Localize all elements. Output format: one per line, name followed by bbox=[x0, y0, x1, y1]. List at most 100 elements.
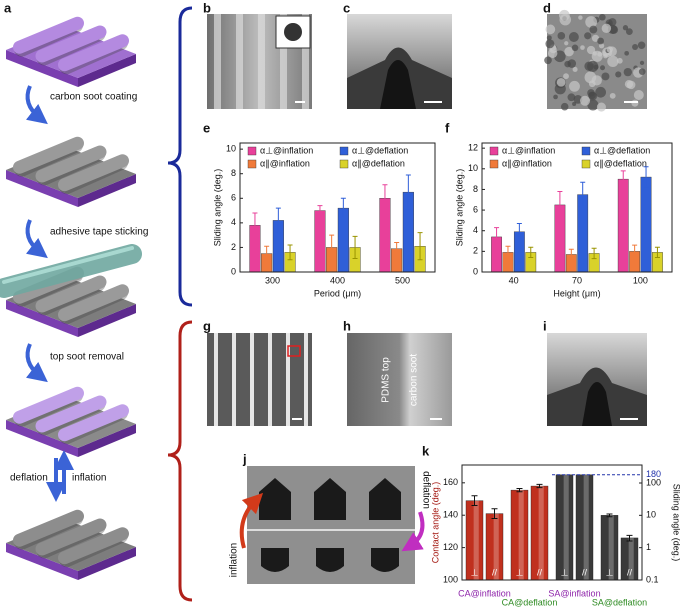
tape bbox=[0, 244, 142, 298]
slab-front bbox=[6, 170, 78, 207]
slab-front bbox=[6, 420, 78, 457]
error-bar bbox=[471, 495, 478, 506]
arrow bbox=[25, 219, 48, 259]
x-tick-label: 400 bbox=[330, 275, 345, 285]
x-axis-label: Period (μm) bbox=[314, 288, 361, 298]
grain bbox=[572, 66, 578, 72]
inset bbox=[275, 15, 311, 49]
grain bbox=[586, 45, 596, 55]
error-bar bbox=[557, 191, 563, 219]
ridge bbox=[58, 527, 129, 565]
panel-label: i bbox=[543, 318, 547, 333]
legend-swatch bbox=[489, 146, 499, 156]
grain bbox=[569, 80, 580, 92]
y-tick-label: 10 bbox=[226, 144, 236, 154]
legend-label: α∥@deflation bbox=[594, 158, 647, 168]
panel-label: a bbox=[4, 0, 12, 15]
grain bbox=[568, 32, 579, 42]
grain bbox=[587, 99, 599, 111]
bar-label: // bbox=[582, 567, 588, 577]
grain bbox=[609, 92, 616, 99]
legend-label: α⊥@deflation bbox=[352, 145, 408, 155]
error-bar bbox=[494, 227, 500, 247]
tape-edge bbox=[2, 246, 134, 284]
stripe bbox=[280, 14, 287, 109]
grain bbox=[633, 90, 644, 101]
grain bbox=[544, 56, 552, 65]
grain bbox=[584, 32, 592, 40]
error-bar bbox=[264, 245, 270, 262]
legend-swatch bbox=[581, 146, 591, 156]
sem-texture bbox=[214, 14, 309, 109]
reference-label: 180 bbox=[646, 469, 661, 479]
grain bbox=[572, 101, 577, 106]
grain bbox=[559, 9, 570, 21]
panel-label: h bbox=[343, 318, 351, 333]
stripe bbox=[250, 333, 254, 426]
error-bar bbox=[620, 170, 626, 188]
bar bbox=[314, 210, 326, 273]
error-bar bbox=[417, 232, 423, 261]
sem-texture bbox=[582, 382, 612, 426]
grain bbox=[596, 102, 606, 112]
error-bar bbox=[528, 246, 534, 259]
grain bbox=[622, 25, 629, 31]
stripe bbox=[236, 14, 243, 109]
bar-sheen bbox=[518, 490, 524, 580]
process-schematic bbox=[0, 16, 142, 580]
error-bar bbox=[352, 235, 358, 259]
grain bbox=[571, 44, 579, 52]
bar-sheen bbox=[583, 474, 589, 580]
cavity bbox=[259, 478, 291, 520]
error-bar bbox=[632, 244, 638, 259]
image-label: carbon soot bbox=[409, 354, 420, 406]
grain bbox=[607, 55, 619, 68]
cavity bbox=[314, 478, 346, 520]
grain bbox=[580, 45, 585, 50]
stripe bbox=[286, 333, 290, 426]
stripe bbox=[232, 333, 236, 426]
sem-image bbox=[207, 333, 312, 426]
actuation-label: inflation bbox=[72, 473, 106, 484]
sem-texture bbox=[544, 9, 646, 112]
legend-label: α∥@inflation bbox=[502, 158, 552, 168]
grain bbox=[631, 99, 639, 107]
sem-texture bbox=[214, 333, 308, 426]
arrow bbox=[25, 85, 48, 125]
grain bbox=[560, 102, 569, 111]
bar-label: ⊥ bbox=[516, 567, 524, 577]
bar-label: // bbox=[492, 567, 498, 577]
x-tick-label: 100 bbox=[633, 275, 648, 285]
bar bbox=[640, 176, 652, 273]
y-tick-label: 100 bbox=[443, 574, 458, 584]
cavity bbox=[369, 478, 401, 520]
y-tick-label: 0 bbox=[473, 266, 478, 276]
y-tick-label: 12 bbox=[468, 143, 478, 153]
stripe bbox=[302, 14, 309, 109]
sem-texture bbox=[380, 60, 416, 109]
slab-side bbox=[78, 304, 136, 337]
legend-label: α⊥@inflation bbox=[502, 145, 555, 155]
grain bbox=[553, 94, 558, 100]
error-bar bbox=[275, 207, 281, 234]
y2-tick-label: 1 bbox=[646, 542, 651, 552]
grain bbox=[587, 60, 599, 73]
error-bar bbox=[591, 247, 597, 260]
grain bbox=[616, 57, 623, 64]
ridge bbox=[58, 404, 129, 442]
grain bbox=[626, 80, 636, 90]
bar-sheen bbox=[473, 500, 479, 580]
grain bbox=[601, 72, 610, 81]
bar-sheen bbox=[563, 474, 569, 580]
image-label: inflation bbox=[229, 543, 240, 577]
bar-label: ⊥ bbox=[471, 567, 479, 577]
grain bbox=[563, 73, 569, 80]
stripe bbox=[258, 14, 265, 109]
sem-texture bbox=[247, 478, 415, 572]
y-tick-label: 10 bbox=[468, 163, 478, 173]
error-bar bbox=[382, 184, 388, 213]
error-bar bbox=[505, 245, 511, 260]
brace bbox=[167, 6, 193, 307]
cavity bbox=[261, 548, 289, 572]
slab-side bbox=[78, 54, 136, 87]
